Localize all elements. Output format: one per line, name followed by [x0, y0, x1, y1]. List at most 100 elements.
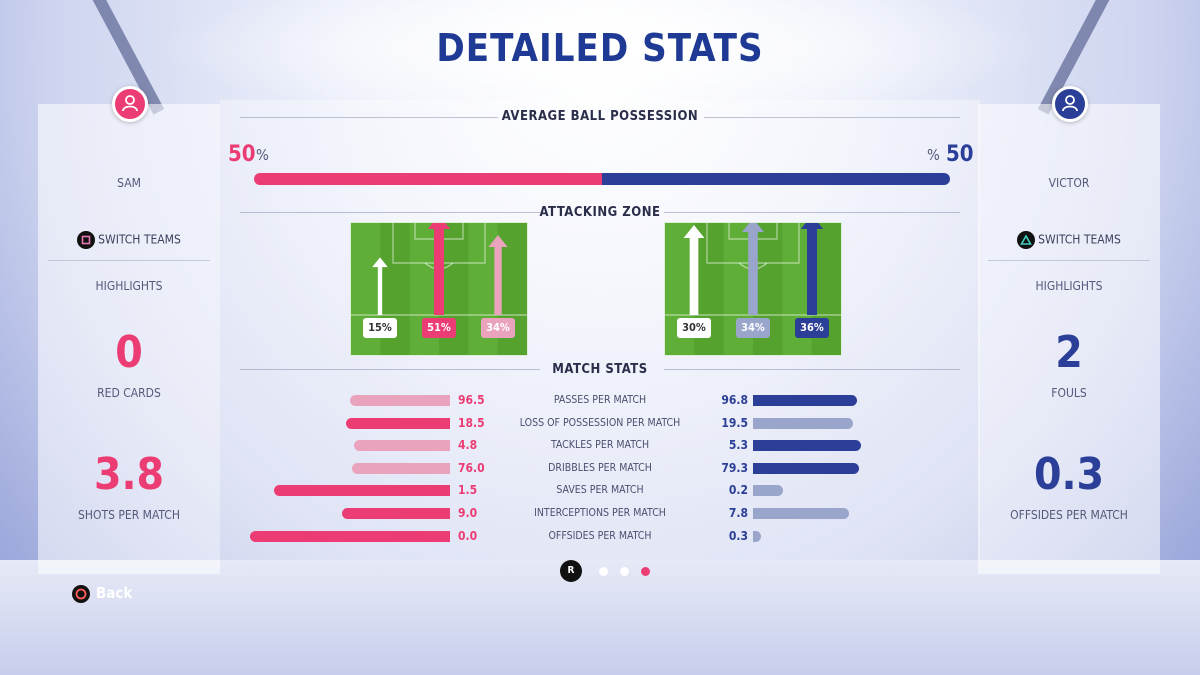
home-stat-value: 18.5: [458, 415, 485, 430]
home-stat-value: 1.5: [458, 483, 478, 498]
home-zone-arrow-shaft-center: [434, 228, 444, 315]
page-dot[interactable]: [620, 567, 629, 576]
possession-rule-right: [704, 117, 960, 118]
right-highlight2-label: OFFSIDES PER MATCH: [1010, 508, 1128, 522]
square-button-icon: [77, 231, 96, 249]
away-stat-bar: [753, 440, 861, 452]
match-stats-rule-left: [240, 369, 540, 370]
back-button[interactable]: Back: [72, 584, 132, 603]
left-highlight1-value: 0: [115, 327, 143, 378]
home-stat-bar: [352, 462, 450, 474]
triangle-button-icon: [1017, 231, 1036, 249]
home-zone-arrow-head-right: [488, 235, 508, 247]
possession-rule-left: [240, 117, 498, 118]
zone-rule-right: [664, 212, 960, 213]
r-stick-label: R: [567, 565, 575, 576]
stat-label: TACKLES PER MATCH: [550, 439, 650, 452]
left-switch-teams-button[interactable]: SWITCH TEAMS: [38, 231, 220, 249]
home-stat-bar: [274, 485, 450, 497]
r-stick-icon: R: [560, 560, 582, 582]
away-zone-pct-right: 36%: [795, 318, 829, 338]
away-stat-value: 0.3: [728, 528, 748, 543]
away-zone-arrow-shaft-right: [807, 228, 817, 315]
home-stat-value: 76.0: [458, 460, 485, 475]
possession-label: AVERAGE BALL POSSESSION: [501, 109, 699, 124]
left-highlight1-label: RED CARDS: [97, 386, 161, 400]
away-possession-unit: %: [927, 146, 940, 164]
away-possession-bar: [602, 173, 950, 185]
stat-label: PASSES PER MATCH: [553, 394, 647, 406]
left-switch-teams-label: SWITCH TEAMS: [98, 232, 181, 247]
home-stat-bar: [342, 508, 450, 519]
home-attacking-zone-pitch: 15% 51% 34%: [350, 222, 528, 356]
away-attacking-zone-pitch: 30% 34% 36%: [664, 222, 842, 356]
right-player-name: VICTOR: [1048, 176, 1090, 190]
left-highlight2-value: 3.8: [93, 449, 165, 500]
home-stat-value: 0.0: [458, 528, 478, 543]
home-zone-pct-right: 34%: [481, 318, 515, 338]
stat-label: INTERCEPTIONS PER MATCH: [534, 507, 666, 519]
zone-rule-left: [240, 212, 540, 213]
match-stats-rule-right: [664, 369, 960, 370]
away-zone-arrow-shaft-left: [689, 237, 699, 315]
away-zone-pct-center: 34%: [736, 318, 770, 338]
left-player-panel: [38, 104, 220, 574]
away-stat-bar: [753, 462, 859, 474]
right-highlight1-value: 2: [1055, 327, 1083, 378]
away-zone-arrow-head-center: [742, 223, 764, 232]
home-zone-arrow-head-left: [372, 257, 388, 268]
home-stat-value: 4.8: [458, 438, 478, 453]
user-icon: [1052, 86, 1088, 122]
home-stat-bar: [250, 530, 450, 542]
stadium-floor: [0, 560, 1200, 675]
away-zone-arrow-head-right: [800, 223, 824, 229]
right-switch-teams-button[interactable]: SWITCH TEAMS: [978, 231, 1160, 249]
right-switch-teams-label: SWITCH TEAMS: [1038, 232, 1121, 247]
attacking-zone-label: ATTACKING ZONE: [539, 205, 661, 220]
back-label: Back: [96, 584, 133, 602]
home-pitch-markings: [351, 223, 527, 355]
home-zone-arrow-shaft-right: [494, 246, 502, 315]
away-stat-bar: [753, 395, 857, 406]
home-possession-bar: [254, 173, 602, 185]
home-possession-unit: %: [256, 146, 269, 164]
away-stat-value: 96.8: [721, 393, 748, 407]
circle-button-icon: [72, 584, 90, 603]
away-stat-bar: [753, 417, 853, 429]
stat-label: OFFSIDES PER MATCH: [548, 529, 652, 542]
stadium-light-glow: [150, 0, 1050, 120]
away-stat-bar: [753, 508, 849, 519]
away-zone-arrow-shaft-center: [748, 231, 758, 315]
home-zone-pct-center: 51%: [422, 318, 456, 338]
right-highlight1-label: FOULS: [1051, 386, 1087, 400]
away-possession-value: 50: [946, 142, 974, 167]
away-stat-value: 79.3: [721, 460, 748, 475]
stat-label: SAVES PER MATCH: [556, 484, 644, 497]
home-possession-value: 50: [228, 142, 256, 167]
right-highlight2-value: 0.3: [1033, 449, 1105, 500]
right-player-panel: [978, 104, 1160, 574]
away-zone-pct-left: 30%: [677, 318, 711, 338]
match-stats-label: MATCH STATS: [552, 362, 648, 377]
page-title: DETAILED STATS: [436, 26, 764, 70]
left-highlights-label: HIGHLIGHTS: [95, 279, 163, 293]
left-divider: [48, 260, 210, 261]
page-dot[interactable]: [599, 567, 608, 576]
away-stat-bar: [753, 485, 783, 497]
stat-label: DRIBBLES PER MATCH: [548, 461, 652, 474]
right-highlights-label: HIGHLIGHTS: [1035, 279, 1103, 293]
home-stat-value: 96.5: [458, 393, 485, 407]
away-stat-value: 7.8: [728, 506, 748, 520]
stat-label: LOSS OF POSSESSION PER MATCH: [519, 416, 681, 429]
page-dot[interactable]: [641, 567, 650, 576]
away-zone-arrow-head-left: [683, 225, 705, 238]
home-stat-bar: [346, 417, 450, 429]
home-zone-pct-left: 15%: [363, 318, 397, 338]
left-player-name: SAM: [117, 176, 141, 190]
home-stat-bar: [350, 395, 450, 406]
user-icon: [112, 86, 148, 122]
home-stat-bar: [354, 440, 450, 452]
away-stat-value: 19.5: [721, 415, 748, 430]
right-divider: [988, 260, 1150, 261]
